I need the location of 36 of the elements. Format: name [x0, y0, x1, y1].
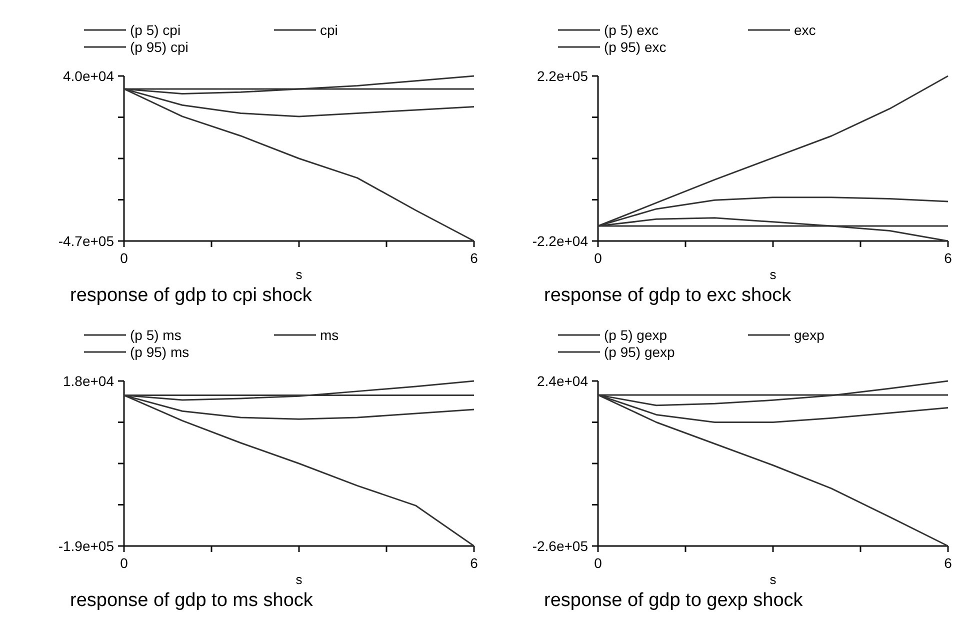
x-axis-title: s — [770, 267, 777, 282]
x-tick-label: 6 — [944, 555, 952, 571]
y-tick-label: 1.8e+04 — [63, 373, 114, 389]
x-tick-label: 0 — [120, 250, 128, 266]
text: response of gdp to gexp shock — [544, 590, 804, 611]
legend-label: (p 95) ms — [130, 344, 190, 360]
x-axis-title: s — [296, 267, 303, 282]
x-axis-title: s — [296, 572, 303, 587]
legend-label: (p 95) gexp — [604, 344, 676, 360]
y-tick-label: 2.2e+05 — [537, 68, 588, 84]
legend-label: cpi — [320, 22, 338, 38]
y-tick-label: -2.2e+04 — [532, 233, 588, 249]
legend-label: gexp — [794, 327, 825, 343]
text: response of gdp to ms shock — [70, 590, 314, 611]
x-tick-label: 6 — [470, 250, 478, 266]
y-tick-label: -1.9e+05 — [58, 538, 114, 554]
text: response of gdp to cpi shock — [70, 285, 312, 306]
x-tick-label: 6 — [944, 250, 952, 266]
legend-label: exc — [794, 22, 816, 38]
x-tick-label: 0 — [594, 555, 602, 571]
legend-label: (p 95) exc — [604, 39, 666, 55]
y-tick-label: -2.6e+05 — [532, 538, 588, 554]
x-tick-label: 0 — [594, 250, 602, 266]
x-tick-label: 0 — [120, 555, 128, 571]
y-tick-label: -4.7e+05 — [58, 233, 114, 249]
legend-label: (p 5) cpi — [130, 22, 181, 38]
legend-label: (p 95) cpi — [130, 39, 188, 55]
y-tick-label: 2.4e+04 — [537, 373, 588, 389]
legend-label: (p 5) gexp — [604, 327, 668, 343]
legend-label: ms — [320, 327, 339, 343]
legend-label: (p 5) exc — [604, 22, 658, 38]
x-tick-label: 6 — [470, 555, 478, 571]
legend-label: (p 5) ms — [130, 327, 182, 343]
x-axis-title: s — [770, 572, 777, 587]
text: response of gdp to exc shock — [544, 285, 792, 306]
y-tick-label: 4.0e+04 — [63, 68, 114, 84]
